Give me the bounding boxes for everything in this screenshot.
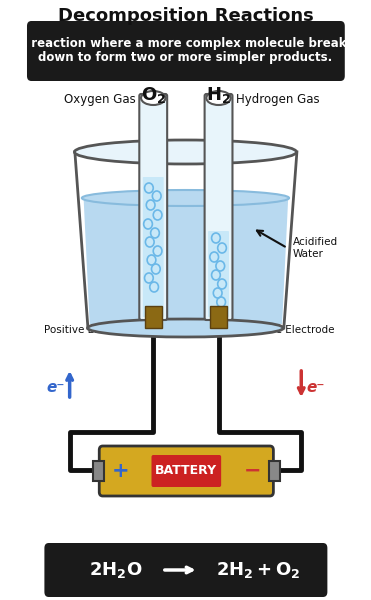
FancyBboxPatch shape (205, 94, 233, 320)
FancyBboxPatch shape (99, 446, 273, 496)
Text: Hydrogen Gas: Hydrogen Gas (236, 94, 319, 107)
FancyBboxPatch shape (208, 231, 229, 317)
Text: Oxygen Gas: Oxygen Gas (64, 94, 136, 107)
Text: $\mathbf{H_2}$: $\mathbf{H_2}$ (206, 85, 231, 105)
Text: • Negative Electrode: • Negative Electrode (226, 325, 334, 335)
Ellipse shape (206, 91, 231, 105)
Text: $\mathbf{2H_2 + O_2}$: $\mathbf{2H_2 + O_2}$ (216, 560, 300, 580)
Bar (210, 306, 227, 328)
Text: $\mathbf{O_2}$: $\mathbf{O_2}$ (141, 85, 166, 105)
Text: e⁻: e⁻ (46, 379, 65, 395)
Ellipse shape (141, 91, 165, 105)
FancyBboxPatch shape (27, 21, 345, 81)
Text: Water: Water (293, 249, 324, 259)
Polygon shape (83, 198, 288, 324)
Ellipse shape (75, 140, 296, 164)
Text: Positive Electrode •: Positive Electrode • (44, 325, 146, 335)
Text: $\mathbf{2H_2O}$: $\mathbf{2H_2O}$ (89, 560, 142, 580)
Ellipse shape (82, 190, 289, 206)
Text: A reaction where a more complex molecule breaks: A reaction where a more complex molecule… (18, 37, 353, 49)
Ellipse shape (88, 319, 283, 337)
Bar (145, 306, 162, 328)
Bar (269, 461, 280, 481)
FancyBboxPatch shape (143, 177, 164, 317)
FancyBboxPatch shape (151, 455, 221, 487)
Text: +: + (111, 461, 129, 481)
Bar (93, 461, 105, 481)
Text: −: − (244, 461, 261, 481)
Text: Acidified: Acidified (293, 237, 338, 247)
FancyBboxPatch shape (45, 543, 327, 597)
Text: e⁻: e⁻ (307, 379, 325, 395)
Text: Decomposition Reactions: Decomposition Reactions (58, 7, 313, 25)
Text: down to form two or more simpler products.: down to form two or more simpler product… (38, 52, 332, 64)
Text: BATTERY: BATTERY (155, 464, 217, 478)
FancyBboxPatch shape (139, 94, 167, 320)
